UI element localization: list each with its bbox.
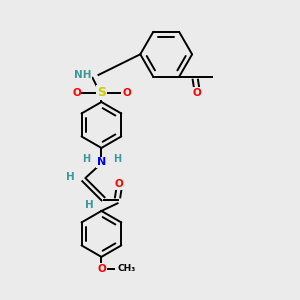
Text: H: H <box>113 154 121 164</box>
Text: O: O <box>97 264 106 274</box>
Text: N: N <box>97 157 106 167</box>
Text: CH₃: CH₃ <box>118 264 136 273</box>
Text: H: H <box>85 200 94 210</box>
Text: NH: NH <box>74 70 91 80</box>
Text: O: O <box>115 179 124 189</box>
Text: O: O <box>192 88 201 98</box>
Text: NH: NH <box>74 70 91 80</box>
Text: O: O <box>122 88 131 98</box>
Text: H: H <box>66 172 75 182</box>
Text: H: H <box>82 154 90 164</box>
Text: O: O <box>72 88 81 98</box>
Text: S: S <box>97 86 106 99</box>
